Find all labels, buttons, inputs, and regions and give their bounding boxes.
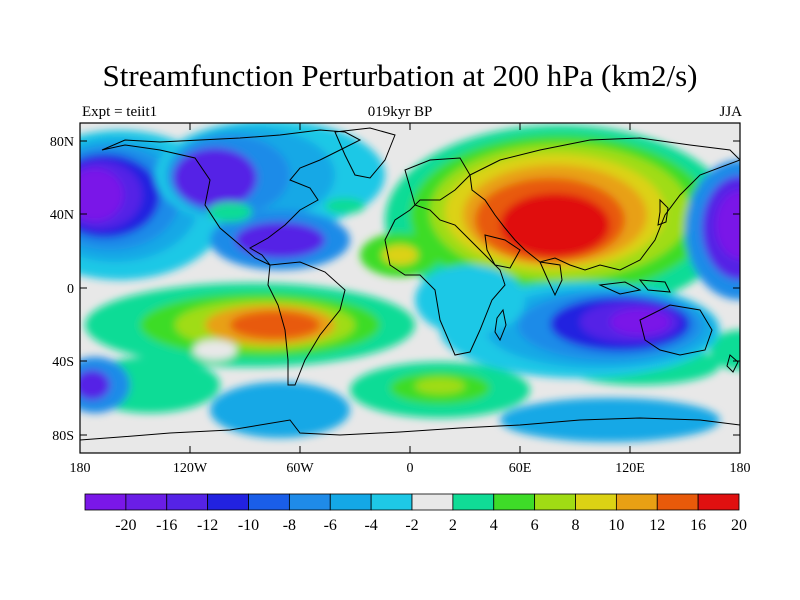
colorbar-box — [84, 493, 127, 511]
colorbar-box — [575, 493, 617, 511]
colorbar-label: 20 — [731, 517, 747, 534]
colorbar — [84, 493, 740, 511]
colorbar-box — [452, 493, 495, 511]
field-blob — [208, 202, 252, 222]
field-blob — [80, 169, 123, 221]
colorbar-label: -6 — [324, 517, 337, 534]
lon-label-180w: 180 — [70, 461, 91, 476]
colorbar-label: -8 — [283, 517, 296, 534]
colorbar-box — [370, 493, 413, 511]
field-blob — [230, 311, 320, 339]
field-blob — [325, 198, 365, 214]
colorbar-label: -16 — [156, 517, 177, 534]
colorbar-box — [288, 493, 331, 511]
colorbar-label: 10 — [608, 517, 624, 534]
field-blob — [210, 382, 350, 438]
field-blob — [80, 370, 110, 400]
colorbar-label: -10 — [238, 517, 259, 534]
field-blob — [500, 398, 720, 442]
lon-label-60w: 60W — [286, 461, 314, 476]
lon-label-120e: 120E — [615, 461, 645, 476]
colorbar-label: 12 — [649, 517, 665, 534]
colorbar-box — [166, 493, 209, 511]
colorbar-label: 4 — [490, 517, 498, 534]
colorbar-label: 16 — [690, 517, 706, 534]
field-blob — [710, 330, 740, 370]
colorbar-box — [329, 493, 372, 511]
season-label: JJA — [719, 104, 742, 120]
lat-label-80n: 80N — [50, 135, 74, 150]
field-blob — [193, 340, 237, 360]
field-blob — [415, 378, 465, 394]
lon-label-180e: 180 — [730, 461, 751, 476]
lat-label-eq: 0 — [67, 282, 74, 297]
coastlines — [80, 127, 740, 441]
map-title: Streamfunction Perturbation at 200 hPa (… — [102, 58, 698, 93]
colorbar-label: 6 — [531, 517, 539, 534]
lat-label-40s: 40S — [52, 355, 74, 370]
lon-label-0: 0 — [407, 461, 414, 476]
lat-label-40n: 40N — [50, 208, 74, 223]
field-blob — [716, 191, 740, 259]
colorbar-box — [534, 493, 576, 511]
colorbar-box — [411, 493, 454, 511]
lon-label-60e: 60E — [509, 461, 532, 476]
field-blob — [235, 222, 325, 258]
colorbar-box — [248, 493, 290, 511]
colorbar-label: -2 — [405, 517, 418, 534]
experiment-label: Expt = teiit1 — [82, 104, 158, 120]
lat-tick-marks — [80, 140, 740, 436]
field-blob — [382, 245, 418, 265]
time-label: 019kyr BP — [367, 104, 433, 120]
colorbar-labels: -20 -16 -12 -10 -8 -6 -4 -2 2 4 6 8 10 12 16 20 — [115, 517, 747, 534]
colorbar-label: 2 — [449, 517, 457, 534]
lon-label-120w: 120W — [173, 461, 208, 476]
colorbar-box — [615, 493, 658, 511]
field-blob — [500, 193, 610, 257]
streamfunction-field — [80, 123, 740, 453]
colorbar-box — [207, 493, 249, 511]
colorbar-box — [125, 493, 168, 511]
lon-tick-marks — [79, 123, 741, 453]
colorbar-label: -4 — [364, 517, 377, 534]
lat-label-80s: 80S — [52, 429, 74, 444]
colorbar-label: -20 — [115, 517, 136, 534]
colorbar-box — [656, 493, 699, 511]
colorbar-box — [697, 493, 740, 511]
field-blob — [173, 148, 257, 208]
field-blob — [415, 265, 525, 335]
colorbar-label: -12 — [197, 517, 218, 534]
colorbar-box — [493, 493, 536, 511]
colorbar-label: 8 — [572, 517, 580, 534]
